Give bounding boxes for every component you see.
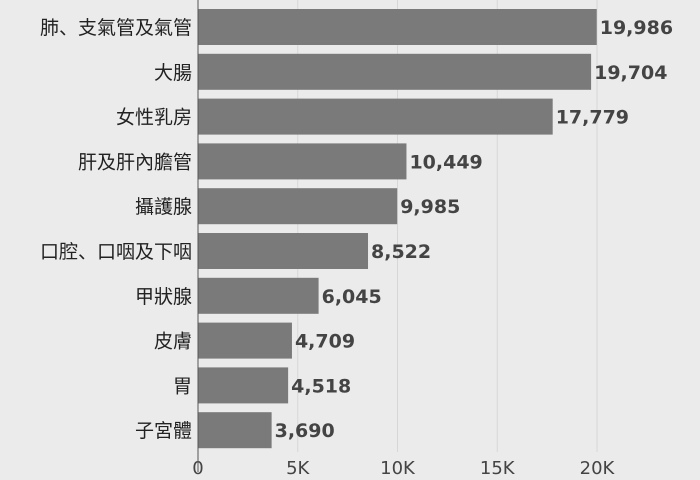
x-axis-ticks: 0 5K 10K 15K 20K [192,458,615,479]
category-label: 子宮體 [135,420,192,442]
bar [198,277,319,314]
value-label: 3,690 [275,420,335,442]
x-tick-label: 20K [580,458,616,479]
category-label: 胃 [173,375,192,397]
category-label: 肝及肝內膽管 [78,151,192,173]
bar [198,233,369,269]
value-label: 10,449 [409,151,482,173]
bar [198,367,289,404]
category-label: 皮膚 [154,331,192,353]
value-label: 19,986 [600,17,673,39]
category-label: 攝護腺 [135,196,192,218]
bar [198,53,592,90]
value-label: 8,522 [371,241,431,263]
x-tick-label: 5K [286,458,310,479]
x-tick-label: 10K [380,458,416,479]
bar [198,188,398,225]
value-label: 9,985 [400,196,460,218]
bars [198,9,597,449]
category-label: 甲狀腺 [135,286,192,308]
value-label: 4,709 [295,331,355,353]
category-label: 肺、支氣管及氣管 [40,17,192,39]
value-label: 6,045 [322,286,382,308]
x-tick-label: 15K [480,458,516,479]
value-label: 4,518 [291,375,351,397]
bar [198,143,407,180]
category-label: 女性乳房 [116,107,192,129]
value-label: 19,704 [594,62,667,84]
category-label: 口腔、口咽及下咽 [40,241,192,263]
category-label: 大腸 [154,62,192,84]
value-label: 17,779 [556,107,629,129]
bar [198,322,292,359]
bar [198,412,272,449]
value-labels: 19,986 19,704 17,779 10,449 9,985 8,522 6,045 4… [275,17,673,442]
bar [198,9,597,45]
bar [198,98,553,135]
